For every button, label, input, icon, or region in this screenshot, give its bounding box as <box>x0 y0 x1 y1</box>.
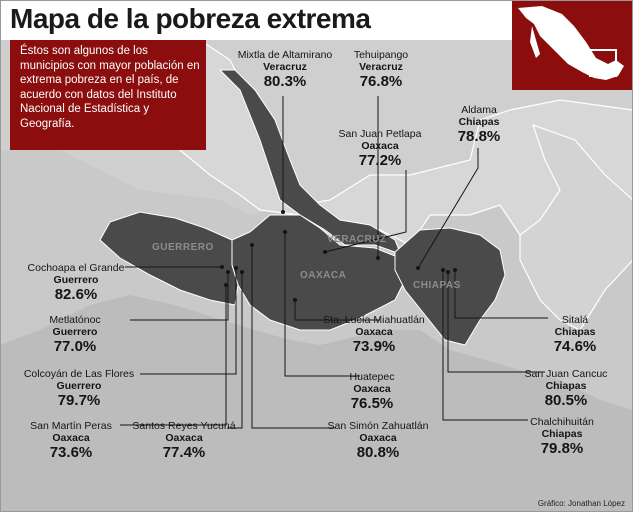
municipality-label: Cochoapa el Grande Guerrero 82.6% <box>27 262 125 303</box>
municipality-label: Huatepec Oaxaca 76.5% <box>349 371 395 412</box>
credit-line: Gráfico: Jonathan López <box>537 499 625 508</box>
region-label-guerrero: GUERRERO <box>152 242 214 253</box>
municipality-label: San Simón Zahuatlán Oaxaca 80.8% <box>327 420 429 461</box>
municipality-label: Chalchihuitán Chiapas 79.8% <box>530 416 594 457</box>
chiapas-state <box>394 227 506 346</box>
oaxaca-state <box>231 214 406 331</box>
region-label-oaxaca: OAXACA <box>300 270 347 281</box>
municipality-label: San Martín Peras Oaxaca 73.6% <box>30 420 112 461</box>
focus-box <box>589 49 617 77</box>
mexico-shape <box>518 6 624 80</box>
municipality-label: Sitalá Chiapas 74.6% <box>553 314 597 355</box>
location-dots <box>220 210 457 302</box>
pacific-ocean <box>0 295 633 512</box>
mexico-locator-map <box>512 0 633 90</box>
region-label-chiapas: CHIAPAS <box>413 280 461 291</box>
municipality-label: Tehuipango Veracruz 76.8% <box>353 49 409 90</box>
municipality-label: Mixtla de Altamirano Veracruz 80.3% <box>237 49 333 90</box>
municipality-label: Metlatónoc Guerrero 77.0% <box>49 314 101 355</box>
page-title: Mapa de la pobreza extrema <box>10 3 371 34</box>
intro-box: Éstos son algunos de los municipios con … <box>10 40 206 150</box>
municipality-label: Colcoyán de Las Flores Guerrero 79.7% <box>23 368 135 409</box>
yucatan-states <box>519 124 633 331</box>
municipality-label: San Juan Cancuc Chiapas 80.5% <box>524 368 608 409</box>
municipality-label: San Juan Petlapa Oaxaca 77.2% <box>338 128 422 169</box>
municipality-label: Aldama Chiapas 78.8% <box>457 104 501 145</box>
title-bar: Mapa de la pobreza extrema <box>0 0 512 40</box>
mexico-silhouette <box>518 6 624 80</box>
leader-lines <box>120 96 548 429</box>
region-label-veracruz: VERACRUZ <box>327 234 387 245</box>
municipality-label: Sta. Lucía Miahuatlán Oaxaca 73.9% <box>323 314 425 355</box>
municipality-label: Santos Reyes Yucuná Oaxaca 77.4% <box>132 420 236 461</box>
